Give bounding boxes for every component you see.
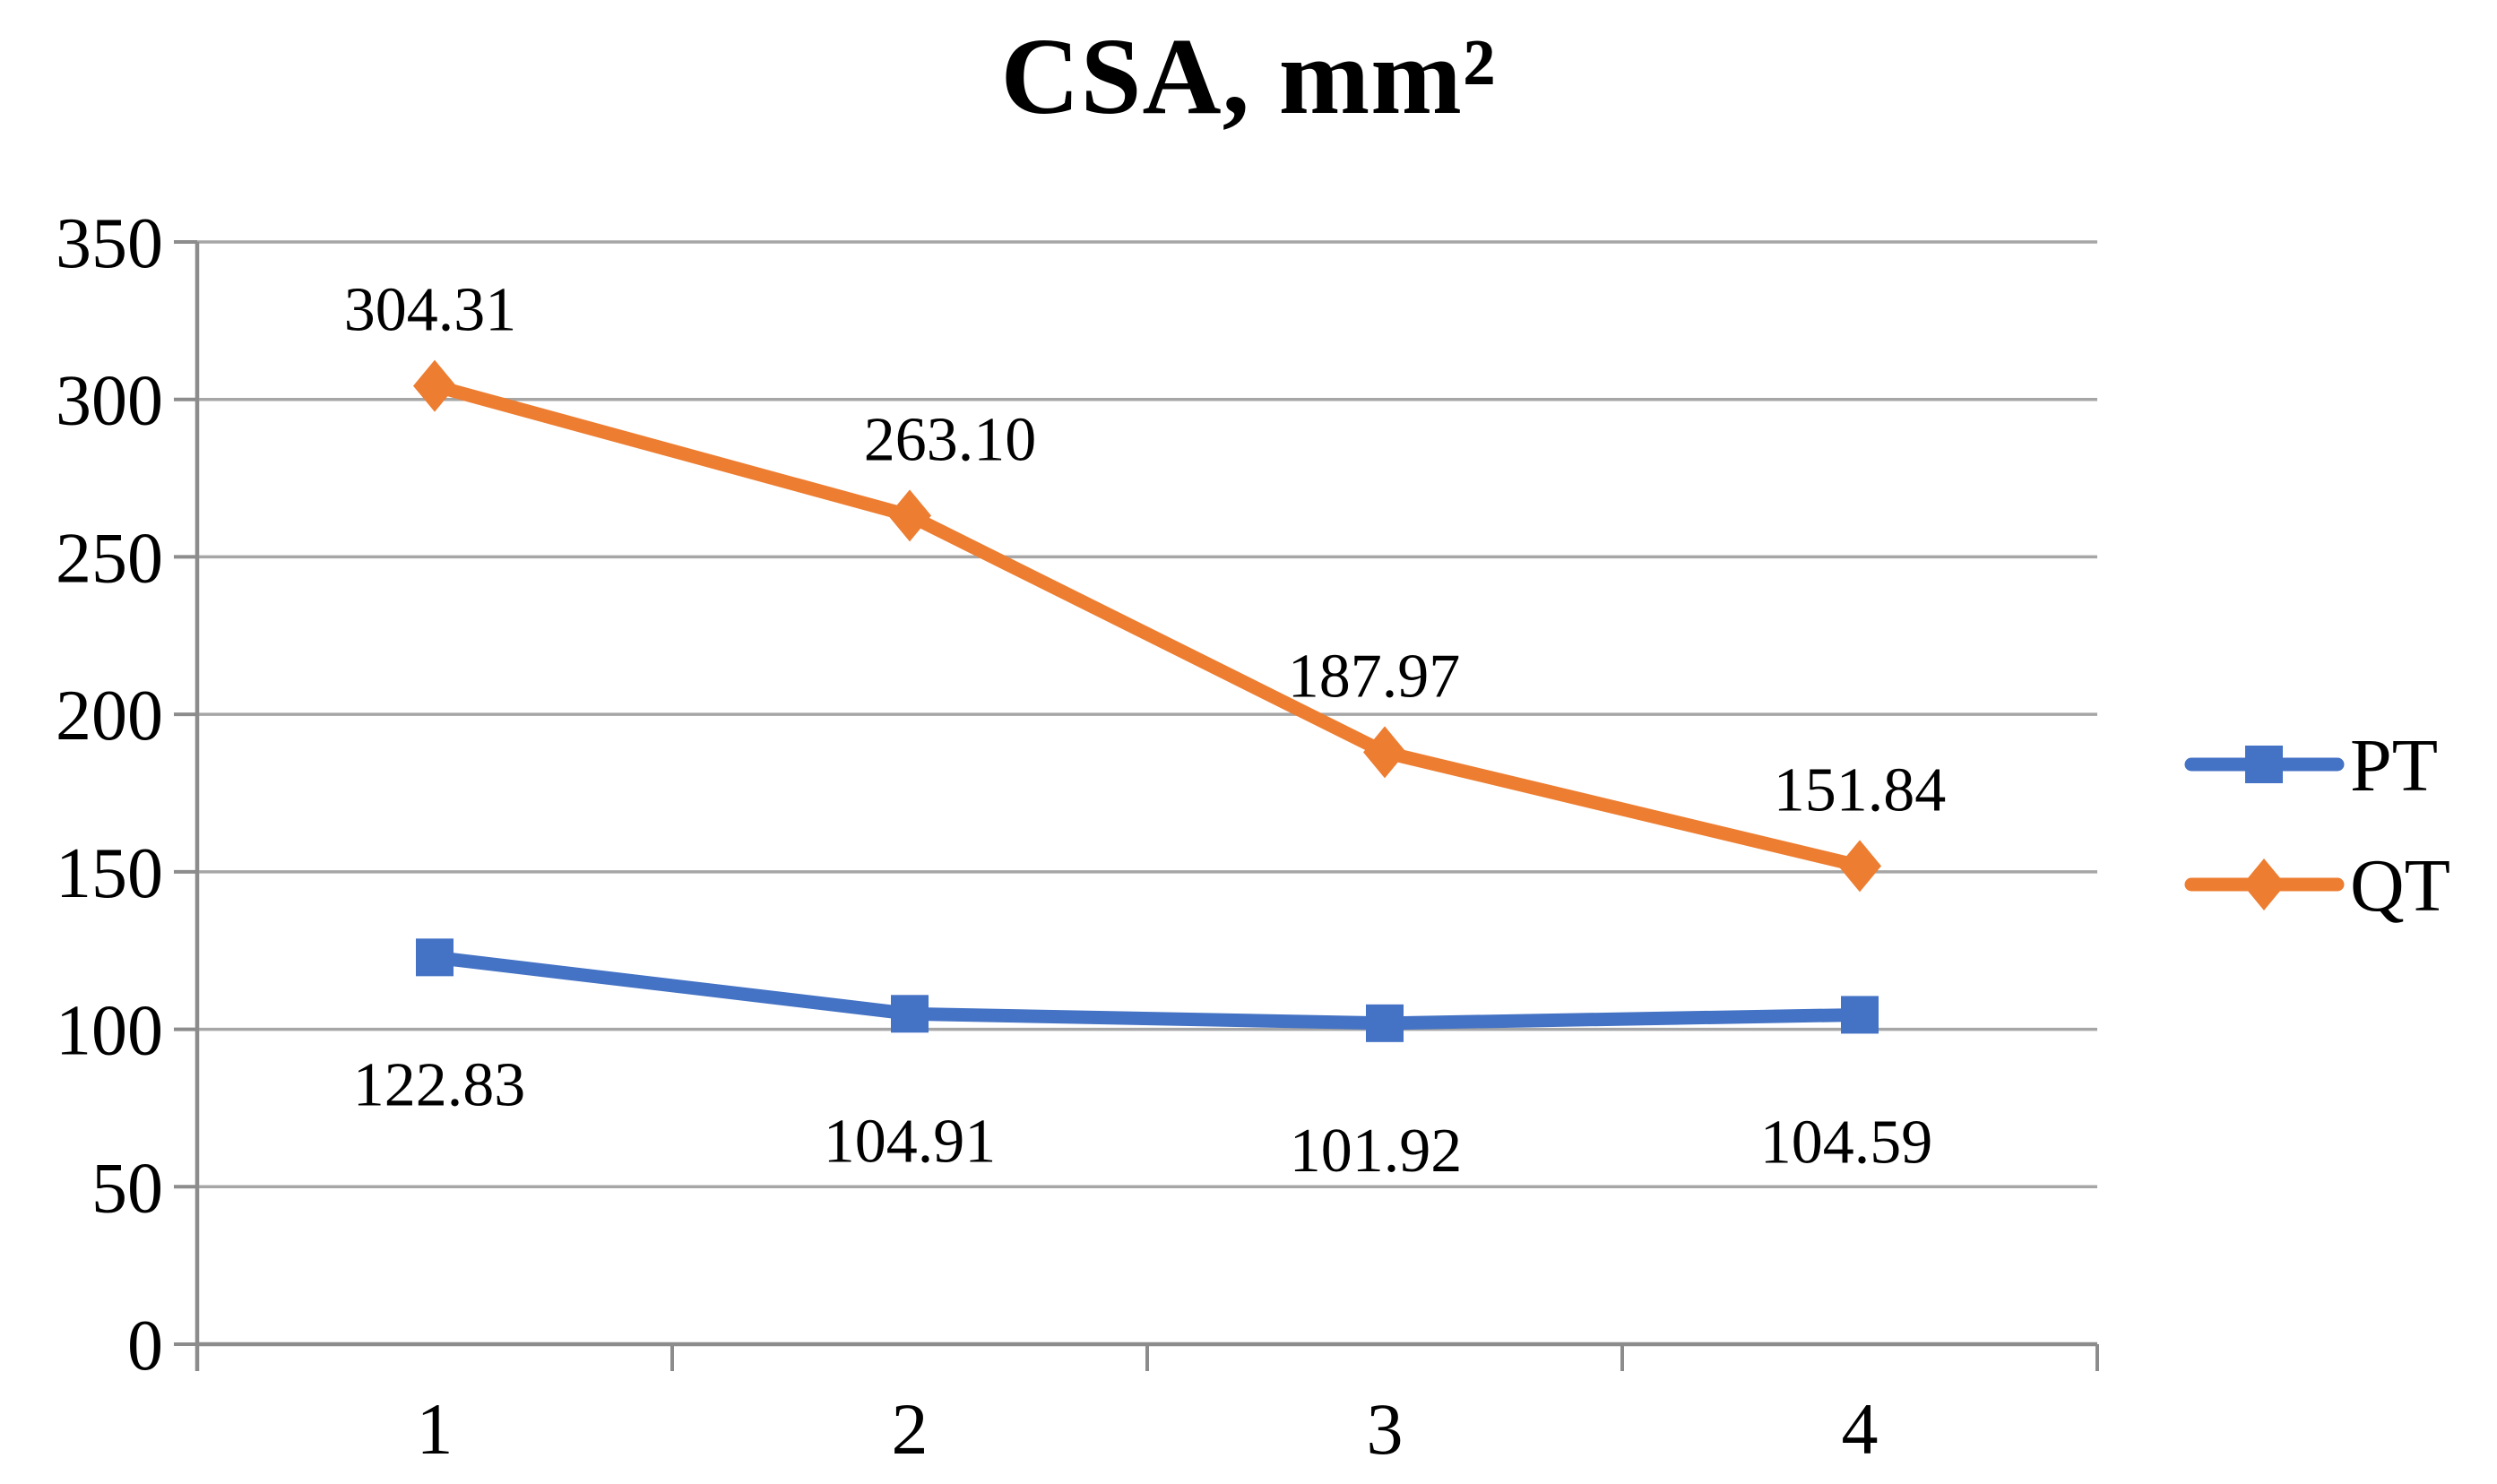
chart-title: CSA, mm²	[1000, 16, 1497, 137]
y-tick-label: 200	[56, 677, 163, 755]
y-axis-labels: 0 50 100 150 200 250 300 350	[56, 204, 163, 1385]
y-tick-label: 100	[56, 992, 163, 1071]
pt-marker	[1366, 1004, 1404, 1042]
x-tick-label: 1	[417, 1388, 454, 1470]
qt-marker	[413, 359, 456, 412]
y-tick-label: 300	[56, 362, 163, 441]
y-tick-label: 0	[127, 1307, 163, 1385]
x-tick-label: 3	[1367, 1388, 1404, 1470]
pt-data-label: 122.83	[353, 1050, 526, 1119]
x-axis-labels: 1 2 3 4	[417, 1388, 1879, 1470]
series-lines	[413, 359, 1881, 1042]
pt-data-label: 101.92	[1290, 1117, 1463, 1186]
legend-qt-label: QT	[2350, 844, 2450, 928]
legend-pt-marker	[2245, 746, 2283, 783]
y-tick-label: 50	[91, 1149, 163, 1228]
pt-marker	[891, 995, 929, 1033]
qt-data-label: 151.84	[1774, 755, 1947, 824]
qt-marker	[1838, 840, 1881, 893]
qt-data-label: 263.10	[864, 405, 1037, 474]
pt-series-line	[428, 950, 1867, 1031]
qt-series-line	[428, 379, 1867, 873]
x-tick-label: 4	[1842, 1388, 1879, 1470]
y-tick-label: 150	[56, 834, 163, 913]
y-tick-label: 350	[56, 204, 163, 283]
pt-data-label: 104.59	[1760, 1108, 1933, 1177]
legend-pt-label: PT	[2350, 724, 2438, 807]
pt-data-label: 104.91	[824, 1107, 997, 1176]
qt-data-label: 304.31	[344, 276, 517, 345]
qt-marker	[1363, 726, 1406, 779]
pt-marker	[1841, 996, 1879, 1034]
data-labels: 122.83 104.91 101.92 104.59 304.31 263.10 187.…	[344, 276, 1947, 1186]
x-tick-label: 2	[892, 1388, 929, 1470]
qt-data-label: 187.97	[1288, 642, 1461, 711]
axes	[174, 240, 2099, 1371]
pt-marker	[416, 938, 454, 977]
y-tick-label: 250	[56, 519, 163, 598]
legend-qt-marker	[2242, 858, 2285, 910]
qt-marker	[888, 489, 931, 542]
legend: PT QT	[2184, 724, 2450, 928]
